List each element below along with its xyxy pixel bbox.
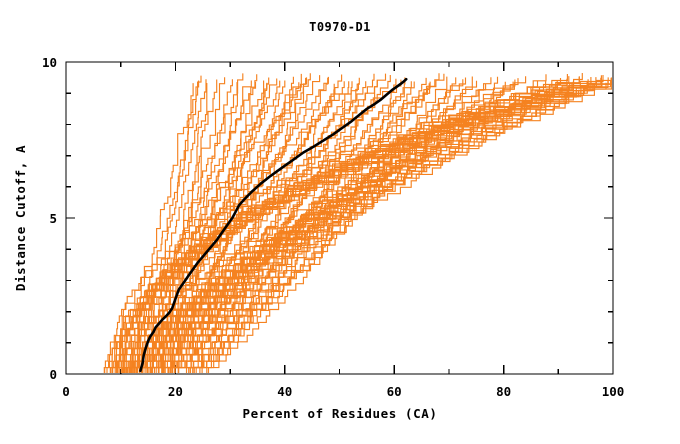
prediction-curve (133, 76, 329, 373)
prediction-curve (157, 78, 397, 373)
x-tick-label: 20 (168, 384, 183, 399)
x-tick-label: 60 (387, 384, 402, 399)
y-axis-label: Distance Cutoff, A (13, 145, 28, 291)
prediction-curve (146, 83, 359, 373)
prediction-curve (192, 76, 499, 373)
prediction-curve (131, 80, 612, 373)
prediction-curve (164, 77, 329, 373)
prediction-curve (207, 78, 519, 373)
x-tick-label: 0 (62, 384, 70, 399)
prediction-curve (103, 77, 307, 373)
prediction-curve (122, 78, 278, 373)
prediction-curve (201, 81, 431, 373)
highlight-curve (139, 77, 408, 373)
prediction-curve (199, 81, 514, 373)
highlight-curve-group (139, 77, 408, 373)
y-tick-label: 10 (42, 55, 57, 70)
chart-title: T0970-D1 (309, 20, 371, 34)
y-tick-label: 0 (49, 367, 57, 382)
prediction-curve (104, 81, 353, 373)
prediction-curve (129, 73, 311, 373)
prediction-curve (114, 77, 612, 373)
x-tick-label: 100 (602, 384, 625, 399)
y-tick-label: 5 (49, 211, 57, 226)
x-tick-label: 80 (496, 384, 511, 399)
prediction-curve (149, 76, 527, 373)
axis-tick-labels: 0 20 40 60 80 100 0 5 10 (42, 55, 624, 399)
prediction-curves-group (103, 73, 612, 373)
x-axis-label: Percent of Residues (CA) (242, 406, 437, 421)
x-tick-label: 40 (277, 384, 292, 399)
prediction-curve (130, 80, 252, 373)
prediction-curve (163, 81, 412, 373)
prediction-curve (177, 79, 464, 373)
prediction-curve (185, 80, 478, 373)
prediction-curve (150, 74, 343, 373)
prediction-curve (174, 73, 445, 373)
axis-ticks (66, 62, 613, 374)
